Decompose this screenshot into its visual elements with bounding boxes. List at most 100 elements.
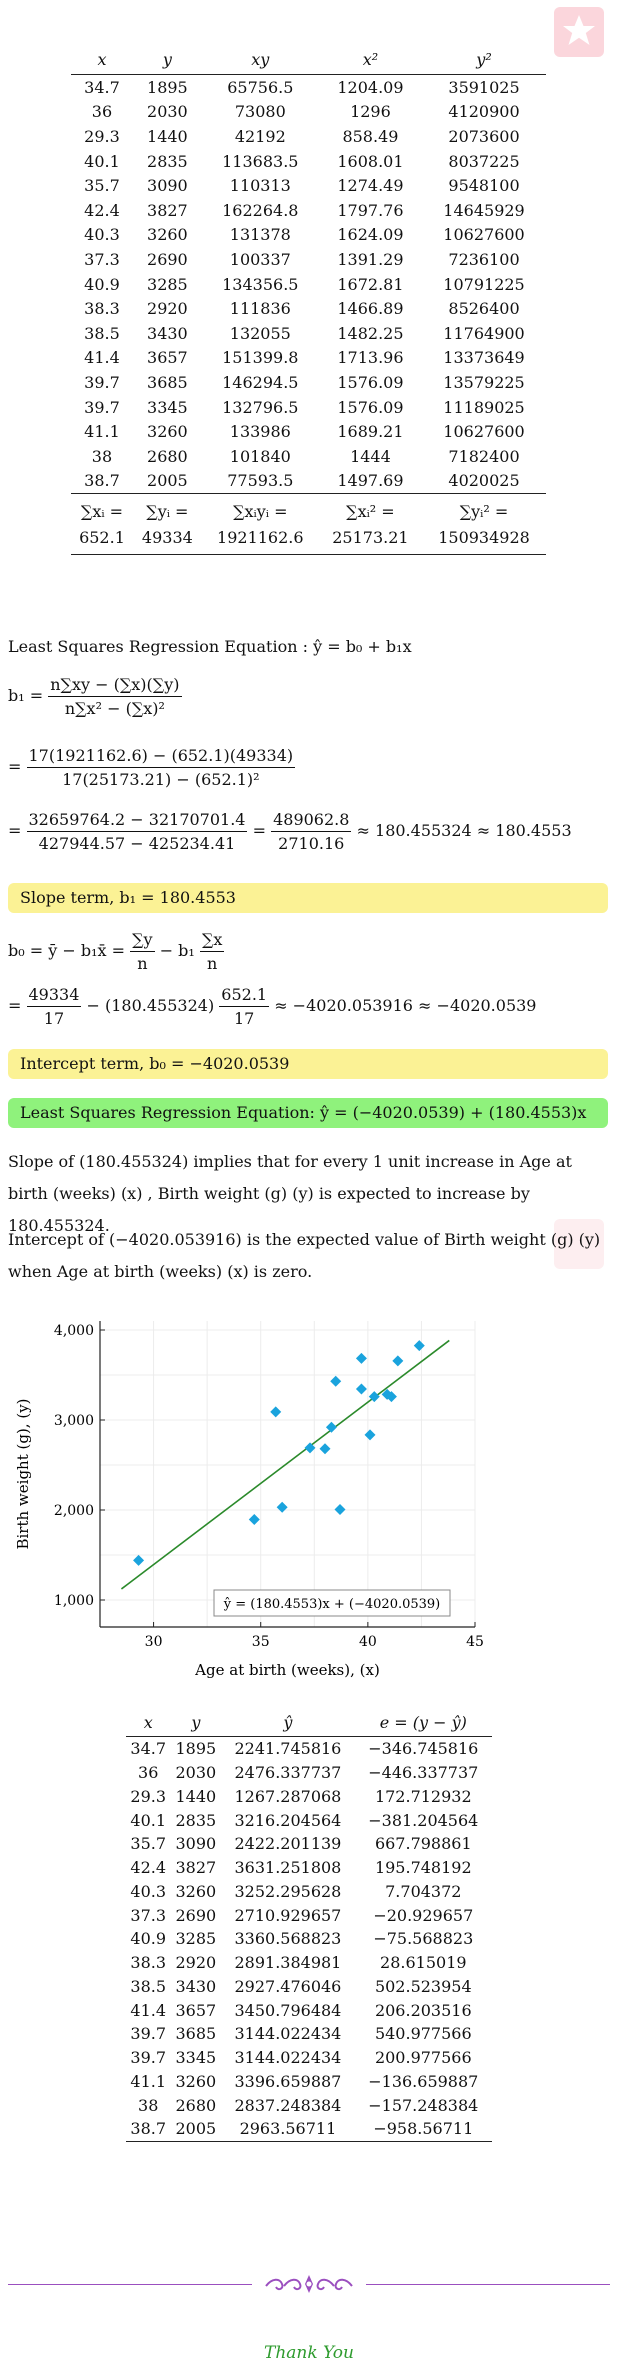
footer-divider-left [8, 2284, 252, 2285]
y-tick-label: 1,000 [54, 1593, 94, 1609]
table-cell: 146294.5 [222, 372, 299, 392]
table-cell: 3360.568823 [234, 1929, 342, 1949]
table-row: 36 2030 73080 1296 4120900 [71, 100, 546, 125]
data-point [385, 1391, 397, 1403]
table-cell: 3827 [175, 1858, 217, 1878]
table-cell: 2680 [147, 446, 188, 466]
table-cell: 3285 [147, 274, 188, 294]
table-cell: 1204.09 [337, 77, 404, 97]
table-row: 39.7 3685 146294.5 1576.09 13579225 [71, 370, 546, 395]
table-row: 35.7 3090 110313 1274.49 9548100 [71, 173, 546, 198]
data-point [364, 1429, 376, 1441]
table-cell: 3827 [147, 200, 188, 220]
table-cell: 1895 [175, 1739, 217, 1759]
table-cell: 29.3 [84, 126, 120, 146]
table-cell: 10791225 [443, 274, 525, 294]
table-cell: 151399.8 [222, 348, 299, 368]
x-axis-label: Age at birth (weeks), (x) [194, 1661, 380, 1679]
table-cell: 42.4 [130, 1858, 167, 1878]
table-cell: 858.49 [342, 126, 399, 146]
table-cell: 2680 [175, 2095, 217, 2115]
table-cell: 37.3 [130, 1905, 167, 1925]
x-tick-label: 35 [252, 1634, 270, 1650]
sum-value: 25173.21 [318, 524, 423, 556]
table-cell: 3657 [147, 348, 188, 368]
table-cell: 1497.69 [337, 471, 404, 491]
col-header: y [132, 44, 202, 75]
table-row: 40.3 3260 131378 1624.09 10627600 [71, 223, 546, 248]
data-point [392, 1355, 404, 1367]
table-cell: 14645929 [443, 200, 525, 220]
table-cell: 10627600 [443, 422, 525, 442]
slope-result-box: Slope term, b₁ = 180.4553 [8, 883, 608, 913]
y-tick-label: 3,000 [54, 1413, 94, 1429]
table-cell: 1440 [175, 1786, 217, 1806]
table-cell: 8526400 [448, 299, 520, 319]
table-cell: 2690 [175, 1905, 217, 1925]
table-cell: 540.977566 [374, 2024, 472, 2044]
table-cell: 1267.287068 [234, 1786, 342, 1806]
table-cell: 73080 [234, 102, 286, 122]
table-row: 38 2680 2837.248384 −157.248384 [126, 2093, 492, 2117]
col-header: y [170, 1708, 222, 1737]
data-point [355, 1352, 367, 1364]
sum-label: ∑xᵢ² = [318, 493, 423, 525]
table-row: 37.3 2690 100337 1391.29 7236100 [71, 247, 546, 272]
data-point [319, 1443, 331, 1455]
table-cell: 3090 [175, 1834, 217, 1854]
table-cell: 132796.5 [222, 397, 299, 417]
table-cell: 1482.25 [337, 323, 404, 343]
table-cell: 11189025 [443, 397, 525, 417]
data-point [330, 1375, 342, 1387]
table-cell: 9548100 [448, 176, 520, 196]
table-cell: 1624.09 [337, 225, 404, 245]
table-cell: 41.4 [84, 348, 120, 368]
table-row: 41.1 3260 3396.659887 −136.659887 [126, 2070, 492, 2094]
table-row: 41.1 3260 133986 1689.21 10627600 [71, 419, 546, 444]
table-cell: 2030 [147, 102, 188, 122]
table-cell: 38 [91, 446, 113, 466]
table-row: 38.3 2920 2891.384981 28.615019 [126, 1951, 492, 1975]
table-cell: 3685 [175, 2024, 217, 2044]
table-cell: 42.4 [84, 200, 120, 220]
table-cell: 1466.89 [337, 299, 404, 319]
table-row: 40.9 3285 134356.5 1672.81 10791225 [71, 272, 546, 297]
table-cell: 10627600 [443, 225, 525, 245]
table-cell: 3260 [175, 2071, 217, 2091]
lsre-heading: Least Squares Regression Equation : ŷ = … [8, 637, 412, 656]
table-cell: 2835 [147, 151, 188, 171]
table-cell: 13579225 [443, 372, 525, 392]
table-cell: 3260 [147, 422, 188, 442]
table-cell: 1797.76 [337, 200, 404, 220]
table-row: 40.1 2835 113683.5 1608.01 8037225 [71, 149, 546, 174]
table-cell: 37.3 [84, 249, 120, 269]
table-cell: −446.337737 [368, 1763, 479, 1783]
table-cell: 113683.5 [222, 151, 299, 171]
table-cell: 3144.022434 [234, 2048, 342, 2068]
table-cell: 77593.5 [227, 471, 294, 491]
table-row: 38.7 2005 2963.56711 −958.56711 [126, 2117, 492, 2142]
table-cell: 3631.251808 [234, 1858, 342, 1878]
table-row: 34.7 1895 2241.745816 −346.745816 [126, 1737, 492, 1761]
table-cell: 2005 [170, 2117, 222, 2142]
col-header: x [71, 44, 133, 75]
sum-label: ∑xᵢ = [71, 493, 133, 525]
star-logo-icon [554, 7, 604, 57]
table-cell: 7236100 [448, 249, 520, 269]
table-cell: 38.7 [126, 2117, 171, 2142]
table-cell: 2927.476046 [234, 1976, 342, 1996]
table-cell: 13373649 [443, 348, 525, 368]
data-point [334, 1504, 346, 1516]
table-cell: 3450.796484 [234, 2000, 342, 2020]
table-cell: 2005 [147, 471, 188, 491]
legend-box [213, 1589, 451, 1617]
y-tick-label: 4,000 [54, 1323, 94, 1339]
table-row: 38.7 2005 77593.5 1497.69 4020025 [71, 469, 546, 494]
sums-table: x y xy x² y² 34.7 1895 65756.5 1204.09 3591025 36… [71, 44, 546, 556]
table-row: 41.4 3657 151399.8 1713.96 13373649 [71, 346, 546, 371]
table-row: 41.4 3657 3450.796484 206.203516 [126, 1998, 492, 2022]
table-cell: 3345 [175, 2048, 217, 2068]
table-cell: 2963.56711 [221, 2117, 355, 2142]
table-cell: −346.745816 [368, 1739, 479, 1759]
x-tick-label: 30 [145, 1634, 163, 1650]
